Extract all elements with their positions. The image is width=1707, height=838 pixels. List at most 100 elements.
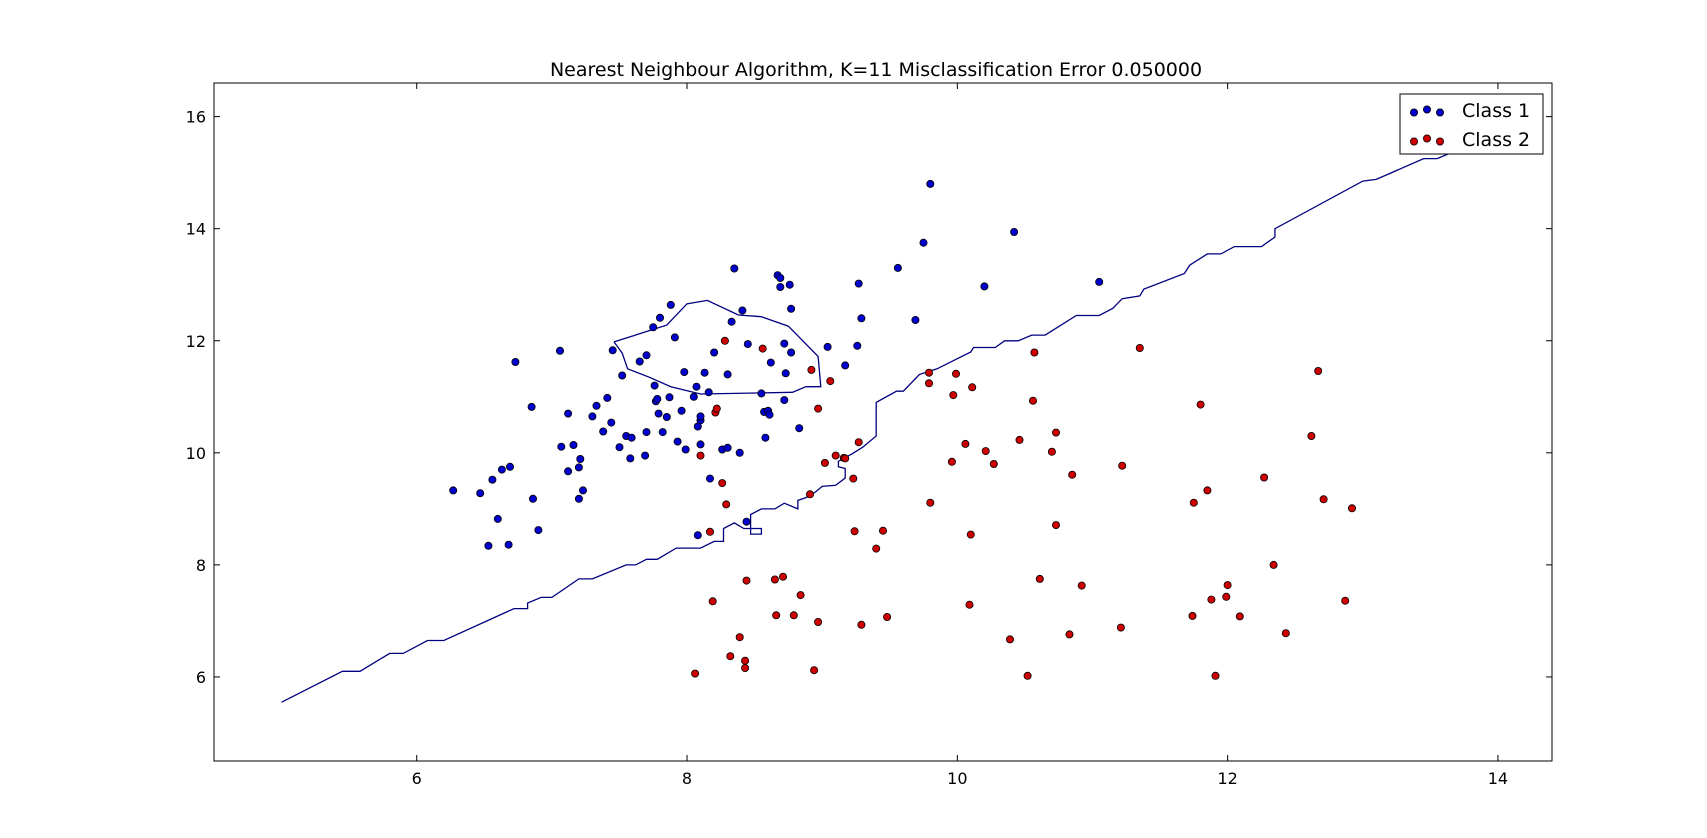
point-class-2: [1052, 428, 1061, 437]
point-class-1: [642, 428, 651, 437]
point-class-2: [772, 611, 781, 620]
point-class-1: [650, 381, 659, 390]
point-class-2: [742, 576, 751, 585]
point-class-2: [779, 572, 788, 581]
legend-marker: [1436, 108, 1445, 117]
point-class-2: [857, 620, 866, 629]
legend-marker: [1410, 137, 1419, 146]
point-class-2: [841, 454, 850, 463]
point-class-1: [618, 371, 627, 380]
point-class-1: [654, 409, 663, 418]
point-class-2: [691, 669, 700, 678]
point-class-2: [968, 383, 977, 392]
y-tick-label: 16: [186, 108, 206, 127]
y-tick-label: 8: [196, 556, 206, 575]
point-class-1: [766, 358, 775, 367]
point-class-2: [1341, 596, 1350, 605]
point-class-1: [853, 341, 862, 350]
y-tick-label: 6: [196, 668, 206, 687]
point-class-2: [741, 664, 750, 673]
point-class-2: [758, 344, 767, 353]
point-class-1: [823, 342, 832, 351]
point-class-1: [787, 348, 796, 357]
point-class-2: [814, 404, 823, 413]
point-class-2: [1189, 498, 1198, 507]
point-class-1: [681, 445, 690, 454]
point-class-1: [564, 467, 573, 476]
point-class-1: [493, 514, 502, 523]
point-class-1: [615, 443, 624, 452]
point-class-1: [735, 448, 744, 457]
point-class-2: [814, 618, 823, 627]
point-class-2: [981, 447, 990, 456]
legend: Class 1 Class 2: [1399, 93, 1544, 155]
point-class-1: [579, 486, 588, 495]
point-class-1: [608, 346, 617, 355]
point-class-2: [820, 458, 829, 467]
point-class-1: [564, 409, 573, 418]
legend-marker: [1423, 105, 1432, 114]
point-class-2: [741, 656, 750, 665]
point-class-1: [603, 393, 612, 402]
point-class-1: [484, 541, 493, 550]
point-class-1: [693, 531, 702, 540]
legend-marker: [1436, 137, 1445, 146]
point-class-2: [1015, 435, 1024, 444]
point-class-1: [696, 412, 705, 421]
point-class-1: [761, 433, 770, 442]
point-class-1: [656, 313, 665, 322]
point-class-1: [511, 357, 520, 366]
point-class-1: [787, 304, 796, 313]
point-class-2: [849, 474, 858, 483]
point-class-2: [925, 379, 934, 388]
point-class-2: [1065, 630, 1074, 639]
point-class-1: [556, 346, 565, 355]
x-tick-label: 10: [947, 769, 967, 788]
point-class-1: [627, 433, 636, 442]
decision-boundary: [281, 149, 1458, 703]
point-class-1: [706, 474, 715, 483]
y-tick-label: 12: [186, 332, 206, 351]
point-class-1: [926, 179, 935, 188]
decision-boundary-line: [613, 299, 822, 395]
legend-label: Class 2: [1462, 129, 1530, 151]
point-class-2: [1047, 447, 1056, 456]
point-class-1: [857, 314, 866, 323]
point-class-2: [1023, 671, 1032, 680]
point-class-1: [666, 300, 675, 309]
point-class-2: [1196, 400, 1205, 409]
point-class-2: [1222, 592, 1231, 601]
point-class-1: [635, 357, 644, 366]
point-class-1: [529, 494, 538, 503]
point-class-1: [795, 424, 804, 433]
point-class-2: [1260, 473, 1269, 482]
legend-marker: [1423, 134, 1432, 143]
point-class-1: [696, 440, 705, 449]
point-class-2: [989, 459, 998, 468]
point-class-2: [720, 336, 729, 345]
point-class-1: [738, 306, 747, 315]
point-class-2: [1319, 495, 1328, 504]
point-class-1: [670, 333, 679, 342]
point-class-1: [776, 273, 785, 282]
point-class-1: [642, 351, 651, 360]
plot-frame: [213, 82, 1553, 762]
point-class-2: [949, 391, 958, 400]
point-class-2: [1269, 560, 1278, 569]
point-class-1: [757, 389, 766, 398]
point-class-2: [1006, 635, 1015, 644]
point-class-2: [1116, 623, 1125, 632]
point-class-1: [743, 340, 752, 349]
point-class-2: [831, 451, 840, 460]
y-tick-label: 10: [186, 444, 206, 463]
point-class-2: [947, 457, 956, 466]
point-class-1: [497, 465, 506, 474]
point-class-1: [893, 263, 902, 272]
x-tick-label: 14: [1488, 769, 1508, 788]
point-class-1: [723, 443, 732, 452]
point-class-1: [649, 323, 658, 332]
point-class-2: [1135, 343, 1144, 352]
point-class-2: [810, 666, 819, 675]
point-class-1: [641, 451, 650, 460]
